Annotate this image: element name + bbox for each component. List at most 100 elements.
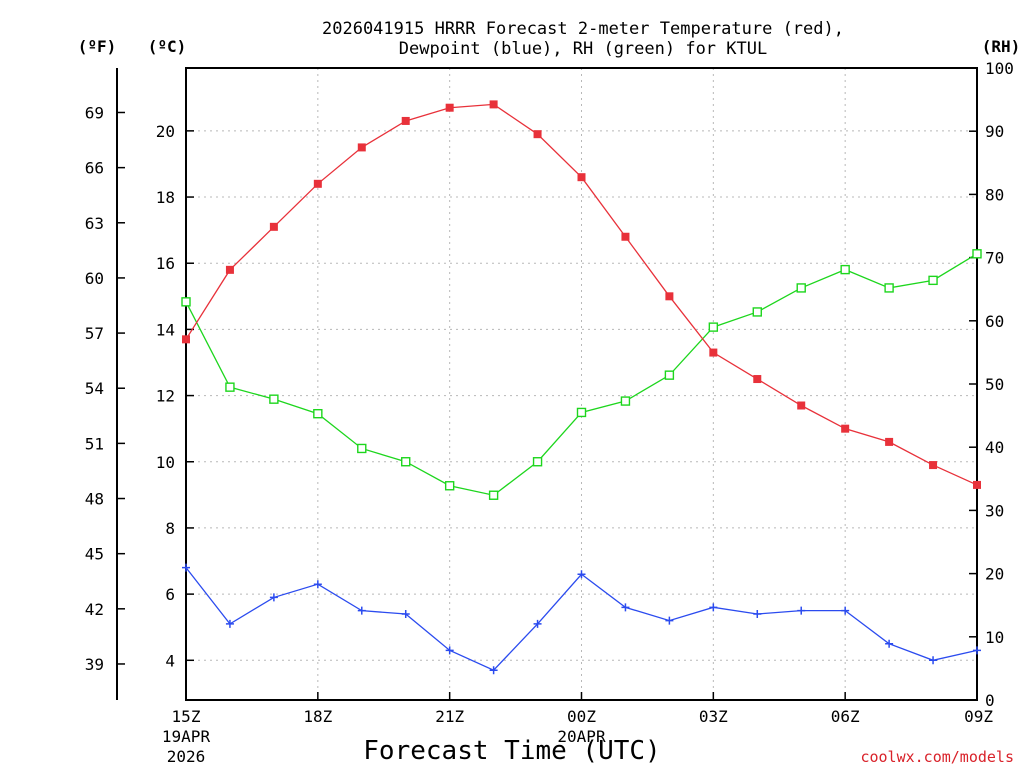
rh-tick-label: 30	[985, 501, 1004, 520]
temperature-point	[225, 265, 234, 274]
temperature-point	[797, 401, 806, 410]
dewpoint-line	[185, 567, 978, 672]
dewpoint-point	[445, 646, 454, 655]
fahrenheit-tick-label: 39	[85, 655, 104, 674]
celsius-axis: 4 6 8 10 12 14 16 18 20	[156, 122, 194, 670]
temperature-point	[313, 179, 322, 188]
temperature-point	[973, 480, 981, 489]
fahrenheit-tick-label: 48	[85, 490, 104, 509]
rh-point	[401, 457, 411, 467]
time-tick-label: 18Z	[303, 707, 332, 726]
temperature-point	[357, 143, 366, 152]
dewpoint-point	[182, 563, 190, 572]
dewpoint-point	[269, 593, 278, 602]
rh-series	[181, 249, 982, 500]
celsius-tick-label: 20	[156, 122, 175, 141]
temperature-point	[269, 222, 278, 231]
rh-point	[488, 490, 499, 500]
credit-text: coolwx.com/models	[860, 748, 1014, 766]
rh-tick-label: 0	[985, 691, 995, 710]
celsius-tick-label: 6	[165, 585, 175, 604]
rh-point	[532, 457, 543, 467]
title-line-2: Dewpoint (blue), RH (green) for KTUL	[399, 39, 767, 59]
temperature-point	[621, 232, 630, 241]
fahrenheit-tick-label: 60	[85, 269, 104, 288]
rh-tick-label: 100	[985, 59, 1014, 78]
celsius-tick-label: 10	[156, 453, 175, 472]
fahrenheit-tick-label: 57	[85, 324, 104, 343]
temperature-point	[182, 335, 190, 344]
fahrenheit-tick-label: 69	[85, 103, 104, 122]
dewpoint-point	[885, 639, 894, 648]
dewpoint-point	[973, 646, 981, 655]
dewpoint-point	[841, 606, 850, 615]
plot-frame	[185, 67, 978, 701]
temperature-point	[929, 461, 938, 470]
rh-point	[225, 382, 235, 392]
temperature-point	[489, 100, 498, 109]
temperature-point	[445, 103, 454, 112]
temperature-point	[885, 437, 894, 446]
temperature-point	[753, 375, 762, 384]
dewpoint-point	[665, 616, 674, 625]
temperature-point	[401, 116, 410, 125]
dewpoint-point	[401, 609, 410, 618]
dewpoint-point	[797, 606, 806, 615]
temperature-point	[841, 424, 850, 433]
dewpoint-point	[577, 570, 586, 579]
rh-tick-label: 60	[985, 312, 1004, 331]
temperature-point	[533, 130, 542, 139]
time-tick-label: 09Z	[964, 707, 993, 726]
rh-tick-label: 80	[985, 185, 1004, 204]
dewpoint-point	[533, 619, 542, 628]
grid-lines	[186, 68, 977, 700]
dewpoint-point	[753, 609, 762, 618]
rh-point	[181, 297, 191, 307]
rh-point	[708, 322, 719, 332]
temperature-line	[185, 103, 978, 486]
celsius-tick-label: 14	[156, 320, 175, 339]
temperature-point	[665, 292, 674, 301]
rh-point	[840, 264, 850, 275]
fahrenheit-tick-label: 51	[85, 434, 104, 453]
rh-point	[752, 307, 762, 317]
time-tick-sublabel: 19APR	[162, 727, 211, 746]
dewpoint-point	[225, 619, 234, 628]
rh-point	[884, 283, 894, 293]
rh-tick-label: 90	[985, 122, 1004, 141]
dewpoint-point	[709, 603, 718, 612]
rh-point	[576, 407, 587, 418]
time-tick-sublabel: 2026	[167, 747, 206, 766]
time-tick-sublabel: 20APR	[557, 727, 606, 746]
rh-point	[972, 249, 982, 259]
rh-point	[928, 275, 938, 286]
celsius-tick-label: 18	[156, 188, 175, 207]
rh-tick-label: 70	[985, 249, 1004, 268]
fahrenheit-tick-label: 54	[85, 379, 104, 398]
rh-tick-label: 50	[985, 375, 1004, 394]
dewpoint-point	[489, 666, 498, 675]
rh-point	[796, 283, 806, 293]
rh-point	[313, 409, 323, 419]
rh-tick-label: 10	[985, 628, 1004, 647]
rh-axis: 0 10 20 30 40 50 60 70 80 90 100	[969, 59, 1014, 710]
temperature-series	[182, 100, 981, 489]
fahrenheit-tick-label: 63	[85, 214, 104, 233]
time-tick-label: 21Z	[435, 707, 464, 726]
time-tick-label: 15Z	[172, 707, 201, 726]
rh-tick-label: 40	[985, 438, 1004, 457]
rh-point	[444, 481, 455, 491]
fahrenheit-tick-label: 42	[85, 600, 104, 619]
fahrenheit-tick-label: 66	[85, 159, 104, 178]
time-tick-label: 03Z	[699, 707, 728, 726]
celsius-unit-label: (ºC)	[148, 37, 187, 56]
rh-tick-label: 20	[985, 565, 1004, 584]
dewpoint-point	[621, 603, 630, 612]
title-line-1: 2026041915 HRRR Forecast 2-meter Tempera…	[322, 19, 844, 39]
rh-unit-label: (RH)	[982, 37, 1021, 56]
fahrenheit-tick-label: 45	[85, 545, 104, 564]
temperature-point	[577, 173, 586, 182]
rh-point	[357, 443, 367, 454]
